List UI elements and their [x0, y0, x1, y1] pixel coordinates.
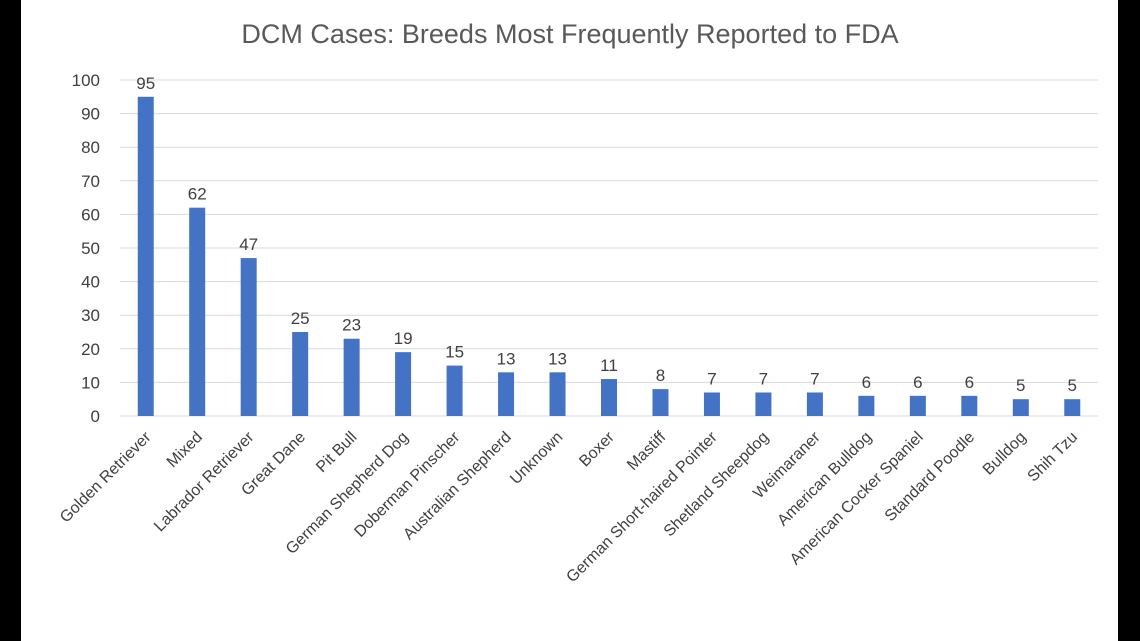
y-tick-label: 20 — [81, 340, 100, 359]
y-tick-label: 0 — [91, 407, 100, 426]
data-labels: 95 62 47 25 23 19 15 13 13 11 8 7 7 7 6 6 6 5 5 — [136, 74, 1077, 395]
bar — [858, 395, 875, 416]
bar — [601, 379, 617, 416]
data-label: 6 — [862, 373, 871, 392]
data-label: 15 — [445, 343, 464, 362]
bar — [1064, 399, 1081, 416]
y-tick-label: 60 — [81, 205, 100, 224]
data-label: 11 — [600, 356, 618, 375]
y-tick-label: 40 — [81, 273, 100, 292]
bar — [961, 395, 978, 416]
y-tick-label: 90 — [81, 105, 100, 124]
bar — [292, 332, 309, 416]
y-tick-label: 80 — [81, 138, 100, 157]
bar — [909, 395, 926, 416]
category-label: American Bulldog — [775, 429, 876, 530]
bars — [137, 96, 1081, 417]
y-axis-ticks: 0 10 20 30 40 50 60 70 80 90 100 — [72, 71, 100, 426]
bar — [446, 365, 463, 416]
bar — [652, 389, 669, 416]
data-label: 25 — [291, 309, 310, 328]
data-label: 62 — [188, 185, 207, 204]
data-label: 95 — [136, 74, 155, 93]
category-label: Bulldog — [980, 429, 1030, 479]
data-label: 13 — [497, 349, 516, 368]
data-label: 47 — [239, 235, 258, 254]
bar — [1012, 399, 1029, 416]
bar — [549, 372, 566, 416]
category-label: Unknown — [507, 429, 566, 488]
category-label: Standard Poodle — [882, 429, 978, 525]
data-label: 19 — [394, 329, 413, 348]
category-label: Shih Tzu — [1025, 429, 1081, 485]
category-label: Pit Bull — [313, 429, 360, 476]
y-tick-label: 10 — [81, 373, 100, 392]
bar — [806, 392, 823, 416]
chart-title: DCM Cases: Breeds Most Frequently Report… — [241, 19, 898, 49]
data-label: 8 — [656, 366, 665, 385]
y-tick-label: 100 — [72, 71, 100, 90]
data-label: 13 — [548, 349, 567, 368]
bar — [755, 392, 772, 416]
category-label: Mastiff — [624, 428, 670, 474]
data-label: 6 — [913, 373, 922, 392]
bar — [240, 258, 257, 416]
y-tick-label: 30 — [81, 306, 100, 325]
category-label: Labrador Retriever — [151, 428, 258, 535]
bar — [343, 338, 360, 416]
category-label: Golden Retriever — [57, 428, 155, 526]
y-tick-label: 70 — [81, 172, 100, 191]
data-label: 7 — [707, 369, 716, 388]
data-label: 7 — [810, 369, 819, 388]
bar — [189, 207, 206, 416]
category-label: Boxer — [576, 428, 618, 470]
data-label: 7 — [759, 369, 768, 388]
data-label: 5 — [1016, 376, 1025, 395]
y-tick-label: 50 — [81, 239, 100, 258]
data-label: 5 — [1068, 376, 1077, 395]
data-label: 6 — [965, 373, 974, 392]
bar — [498, 372, 515, 416]
category-label: Mixed — [164, 429, 206, 471]
bar — [137, 96, 154, 417]
bar — [395, 352, 412, 416]
bar — [703, 392, 720, 416]
data-label: 23 — [342, 316, 361, 335]
